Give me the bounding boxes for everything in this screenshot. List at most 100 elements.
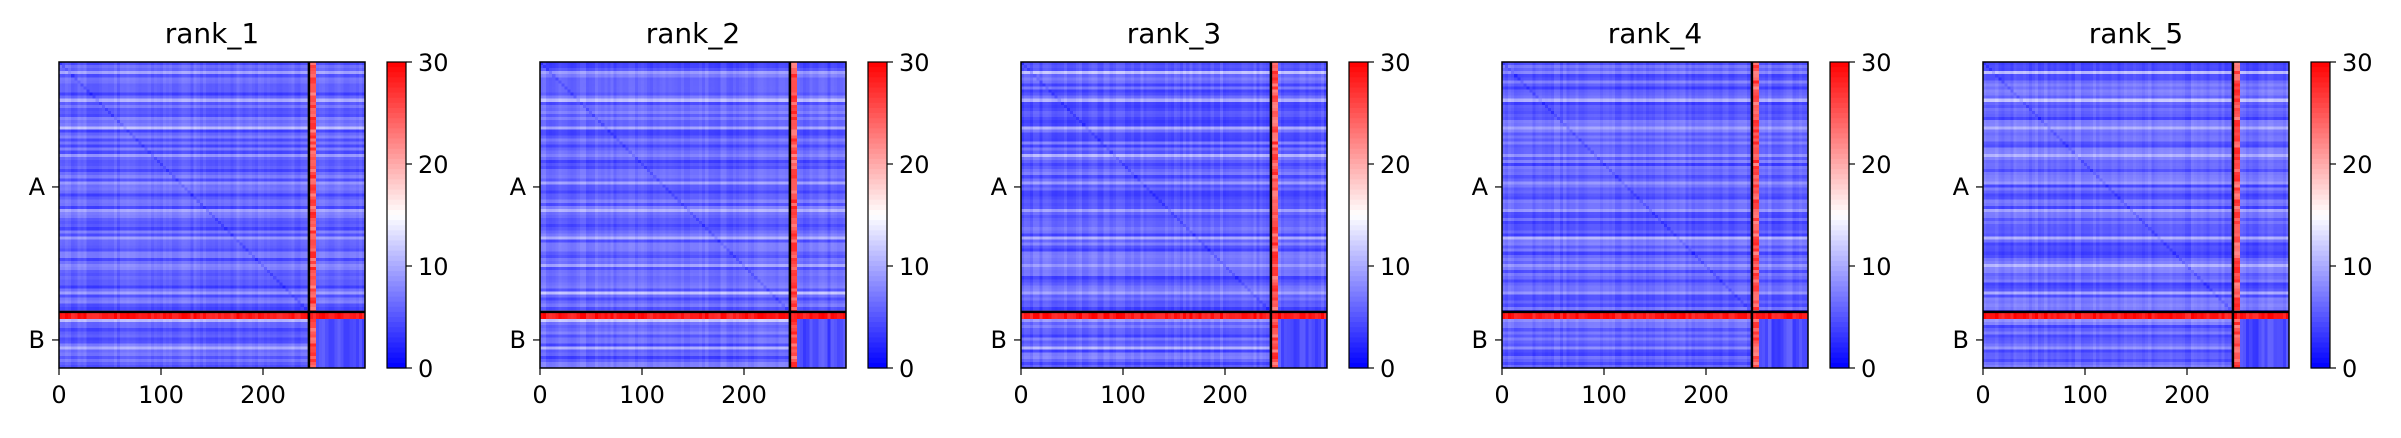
colorbar-cell [387, 67, 406, 73]
colorbar-cell [1349, 72, 1368, 78]
heatmap-image [1983, 62, 2289, 368]
colorbar-cell [868, 102, 887, 109]
colorbar-cell [2311, 250, 2330, 257]
panel-title: rank_1 [165, 17, 259, 50]
colorbar-cell [1349, 113, 1368, 119]
colorbar-cell [1830, 169, 1849, 175]
colorbar-cell [1830, 189, 1849, 196]
colorbar-cell [387, 250, 406, 257]
colorbar-cell [1830, 82, 1849, 89]
heatmap-image [1502, 62, 1808, 368]
colorbar: 0 10 20 30 [1348, 49, 1411, 383]
colorbar-cell [387, 133, 406, 140]
colorbar-cell [2311, 266, 2330, 272]
colorbar-cell [868, 306, 887, 313]
colorbar-tick-label: 10 [2342, 253, 2373, 281]
colorbar-cell [387, 82, 406, 89]
colorbar-cell [387, 209, 406, 216]
colorbar-cell [868, 123, 887, 129]
colorbar-cell [2311, 281, 2330, 287]
colorbar-cell [2311, 347, 2330, 354]
colorbar-cell [1349, 82, 1368, 89]
y-tick-label: B [29, 326, 45, 354]
colorbar-cell [2311, 82, 2330, 89]
colorbar-cell [387, 240, 406, 247]
colorbar-tick-label: 0 [418, 355, 433, 383]
colorbar-cell [868, 133, 887, 140]
colorbar-cell [868, 169, 887, 175]
colorbar-frame [1829, 61, 1850, 369]
colorbar-cell [2311, 204, 2330, 211]
axes-frame [1501, 61, 1809, 369]
colorbar-cell [1349, 225, 1368, 231]
colorbar-cell [387, 87, 406, 94]
colorbar-cell [868, 337, 887, 344]
colorbar-cell [2311, 107, 2330, 114]
x-tick-label: 100 [1100, 381, 1146, 409]
colorbar-cell [1349, 102, 1368, 109]
colorbar-cell [868, 362, 887, 369]
colorbar-cell [387, 118, 406, 124]
x-tick-label: 0 [1494, 381, 1509, 409]
colorbar-cell [868, 322, 887, 328]
x-tick-label: 200 [2164, 381, 2210, 409]
colorbar-cell [2311, 342, 2330, 349]
colorbar-cell [2311, 153, 2330, 160]
colorbar-cell [868, 281, 887, 287]
colorbar-tick-label: 30 [899, 49, 930, 77]
colorbar-cell [1349, 281, 1368, 287]
colorbar-cell [387, 230, 406, 236]
colorbar-cell [387, 296, 406, 303]
colorbar-cell [868, 342, 887, 349]
axes-frame [1982, 61, 2290, 369]
colorbar-cell [1349, 209, 1368, 216]
colorbar-frame [2310, 61, 2331, 369]
colorbar-cell [1830, 77, 1849, 83]
colorbar-cell [868, 357, 887, 364]
colorbar-cell [2311, 271, 2330, 277]
colorbar-cell [868, 286, 887, 293]
colorbar-tick-label: 0 [2342, 355, 2357, 383]
colorbar-cell [1349, 362, 1368, 369]
colorbar-cell [387, 199, 406, 206]
colorbar-cell [1349, 87, 1368, 94]
colorbar-cell [1830, 296, 1849, 303]
colorbar-cell [1349, 296, 1368, 303]
colorbar-cell [868, 148, 887, 155]
colorbar-cell [387, 189, 406, 196]
colorbar-cell [387, 143, 406, 150]
colorbar-cell [868, 82, 887, 89]
colorbar-cell [1830, 128, 1849, 134]
colorbar-cell [1830, 271, 1849, 277]
colorbar-cell [1349, 199, 1368, 206]
x-tick-label: 100 [2062, 381, 2108, 409]
colorbar-cell [1830, 204, 1849, 211]
colorbar-cell [2311, 102, 2330, 109]
colorbar-cell [387, 72, 406, 78]
colorbar-tick-label: 10 [1380, 253, 1411, 281]
colorbar-tick-label: 20 [1861, 151, 1892, 179]
colorbar-cell [2311, 276, 2330, 282]
colorbar-cell [868, 194, 887, 201]
colorbar-cell [1349, 306, 1368, 313]
x-tick-label: 200 [240, 381, 286, 409]
x-tick-label: 0 [1975, 381, 1990, 409]
colorbar-cell [2311, 311, 2330, 318]
colorbar-cell [1349, 143, 1368, 150]
x-tick-label: 0 [51, 381, 66, 409]
colorbar-cell [2311, 235, 2330, 242]
x-tick-label: 200 [721, 381, 767, 409]
colorbar-cell [1830, 362, 1849, 369]
colorbar-cell [387, 306, 406, 313]
colorbar-cell [387, 271, 406, 277]
y-tick-label: A [991, 173, 1008, 201]
colorbar-cell [2311, 209, 2330, 216]
colorbar-frame [1348, 61, 1369, 369]
colorbar-cell [2311, 362, 2330, 369]
colorbar-cell [1830, 123, 1849, 129]
colorbar-cell [1830, 235, 1849, 242]
colorbar-cell [2311, 286, 2330, 293]
colorbar-cell [868, 327, 887, 333]
colorbar-cell [868, 87, 887, 94]
colorbar-cell [868, 97, 887, 104]
